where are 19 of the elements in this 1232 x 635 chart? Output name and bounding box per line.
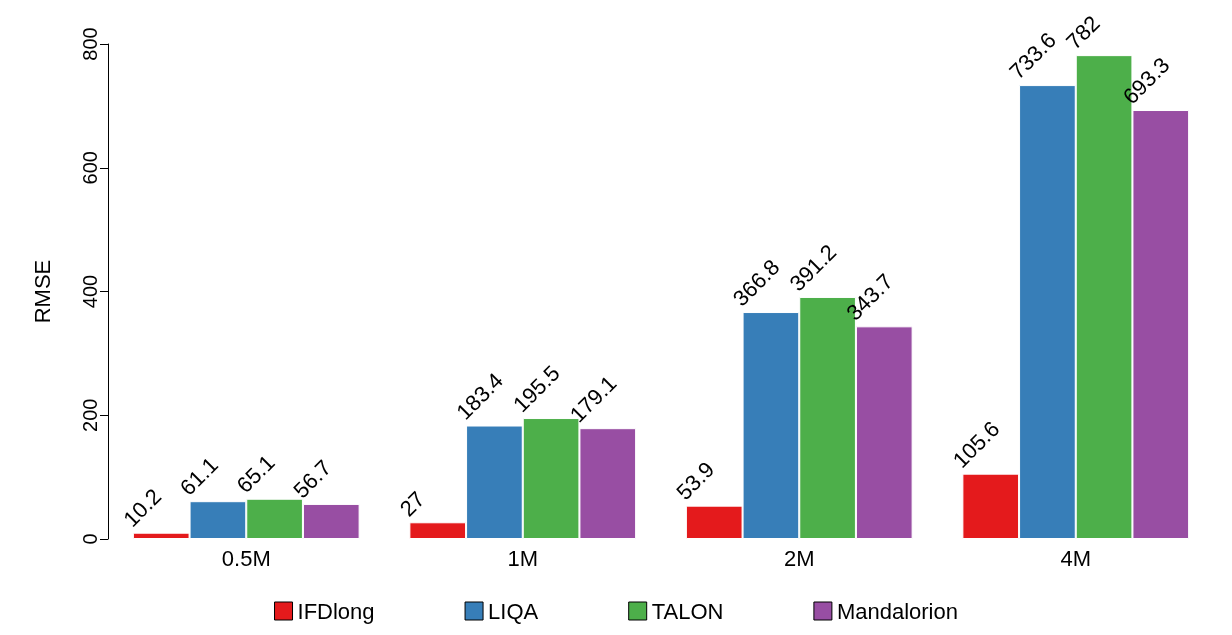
legend-label: LIQA — [488, 598, 539, 624]
y-tick-label: 800 — [79, 27, 101, 61]
x-tick-label: 0.5M — [221, 545, 271, 571]
x-tick-label: 4M — [1060, 545, 1092, 571]
data-label: 65.1 — [231, 449, 280, 498]
y-tick-label: 400 — [79, 274, 101, 309]
x-tick-label: 2M — [783, 545, 815, 571]
legend-label: TALON — [651, 598, 724, 624]
data-label: 61.1 — [174, 452, 223, 501]
y-tick-label: 200 — [79, 398, 101, 432]
y-axis-title: RMSE — [29, 259, 55, 324]
y-tick-label: 600 — [79, 151, 101, 185]
data-label: 53.9 — [671, 456, 720, 505]
data-label: 27 — [394, 486, 430, 522]
legend-label: Mandalorion — [836, 598, 958, 624]
data-label: 782 — [1061, 10, 1105, 55]
legend-label: IFDlong — [297, 598, 375, 624]
y-tick-label: 0 — [79, 533, 101, 545]
x-tick-label: 1M — [507, 545, 539, 571]
